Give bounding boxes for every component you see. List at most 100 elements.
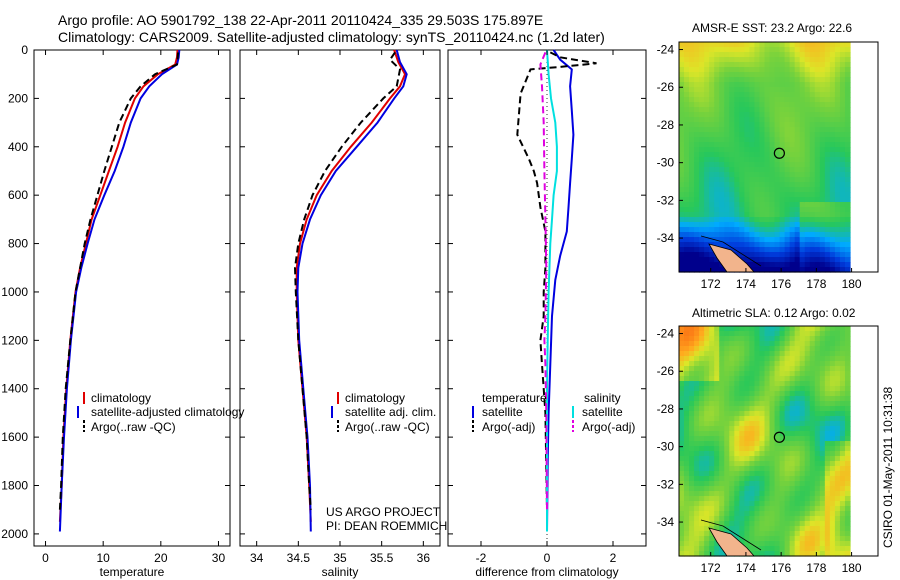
map-cell <box>819 341 826 347</box>
map-cell <box>729 67 735 73</box>
map-cell <box>684 406 690 412</box>
map-cell <box>749 446 756 452</box>
map-cell <box>734 431 740 437</box>
map-cell <box>794 237 801 243</box>
map-cell <box>844 366 851 372</box>
map-cell <box>784 461 791 467</box>
map-cell <box>809 461 816 467</box>
map-cell <box>689 177 695 183</box>
map-cell <box>834 127 841 133</box>
map-cell <box>839 42 846 48</box>
map-cell <box>704 456 710 462</box>
map-cell <box>709 102 715 108</box>
map-cell <box>839 212 846 218</box>
map-cell <box>829 117 836 123</box>
map-cell <box>779 526 786 532</box>
map-cell <box>719 82 725 88</box>
map-cell <box>709 346 715 352</box>
map-cell <box>684 57 690 63</box>
map-cell <box>734 97 740 103</box>
map-cell <box>679 461 685 467</box>
map-cell <box>719 102 725 108</box>
map-cell <box>809 471 816 477</box>
map-cell <box>784 451 791 457</box>
map-cell <box>749 536 756 542</box>
map-cell <box>794 446 801 452</box>
map-cell <box>709 391 715 397</box>
map-cell <box>704 551 710 557</box>
difference-panel-series-0 <box>546 49 575 532</box>
map-cell <box>789 456 796 462</box>
map-cell <box>704 202 710 208</box>
map-cell <box>749 486 756 492</box>
map-cell <box>694 97 700 103</box>
map-cell <box>679 476 685 482</box>
map-cell <box>824 461 831 467</box>
map-cell <box>804 516 811 522</box>
map-cell <box>744 127 751 133</box>
map-cell <box>754 326 761 332</box>
map-cell <box>699 77 705 83</box>
map-cell <box>759 336 766 342</box>
map-cell <box>819 356 826 362</box>
map-cell <box>704 501 710 507</box>
map-cell <box>679 391 685 397</box>
map-cell <box>769 92 776 98</box>
map-cell <box>799 217 806 223</box>
map-cell <box>744 326 751 332</box>
map-cell <box>799 436 806 442</box>
map-cell <box>689 406 695 412</box>
map-cell <box>689 351 695 357</box>
map-cell <box>764 87 771 93</box>
map-cell <box>784 326 791 332</box>
map-cell <box>729 331 735 337</box>
difference-panel-series-3 <box>539 52 548 510</box>
map-cell <box>749 396 756 402</box>
map-cell <box>779 441 786 447</box>
map-cell <box>784 87 791 93</box>
map-cell <box>804 396 811 402</box>
map-cell <box>769 172 776 178</box>
map-cell <box>684 341 690 347</box>
map-cell <box>829 87 836 93</box>
map-cell <box>769 242 776 248</box>
map-cell <box>789 436 796 442</box>
map-cell <box>714 97 720 103</box>
map-y-tick-label: -28 <box>657 118 675 132</box>
map-cell <box>819 212 826 218</box>
map-cell <box>719 446 725 452</box>
map-cell <box>679 326 685 332</box>
map-cell <box>739 102 745 108</box>
map-cell <box>809 157 816 163</box>
map-cell <box>679 242 685 248</box>
map-cell <box>704 252 710 258</box>
map-cell <box>704 157 710 163</box>
map-cell <box>804 361 811 367</box>
map-cell <box>759 511 766 517</box>
map-cell <box>789 202 796 208</box>
map-cell <box>779 162 786 168</box>
map-cell <box>784 536 791 542</box>
map-cell <box>844 506 851 512</box>
map-cell <box>824 97 831 103</box>
map-cell <box>729 152 735 158</box>
map-cell <box>689 371 695 377</box>
map-cell <box>814 466 821 472</box>
map-cell <box>744 401 751 407</box>
map-cell <box>699 366 705 372</box>
map-cell <box>764 152 771 158</box>
map-cell <box>789 187 796 193</box>
map-cell <box>814 551 821 557</box>
map-cell <box>754 546 761 552</box>
map-cell <box>809 491 816 497</box>
map-cell <box>769 446 776 452</box>
map-cell <box>789 57 796 63</box>
map-cell <box>814 361 821 367</box>
map-cell <box>834 192 841 198</box>
map-cell <box>724 47 730 53</box>
map-cell <box>789 506 796 512</box>
map-cell <box>834 456 841 462</box>
map-cell <box>769 192 776 198</box>
map-cell <box>704 341 710 347</box>
map-cell <box>714 376 720 382</box>
